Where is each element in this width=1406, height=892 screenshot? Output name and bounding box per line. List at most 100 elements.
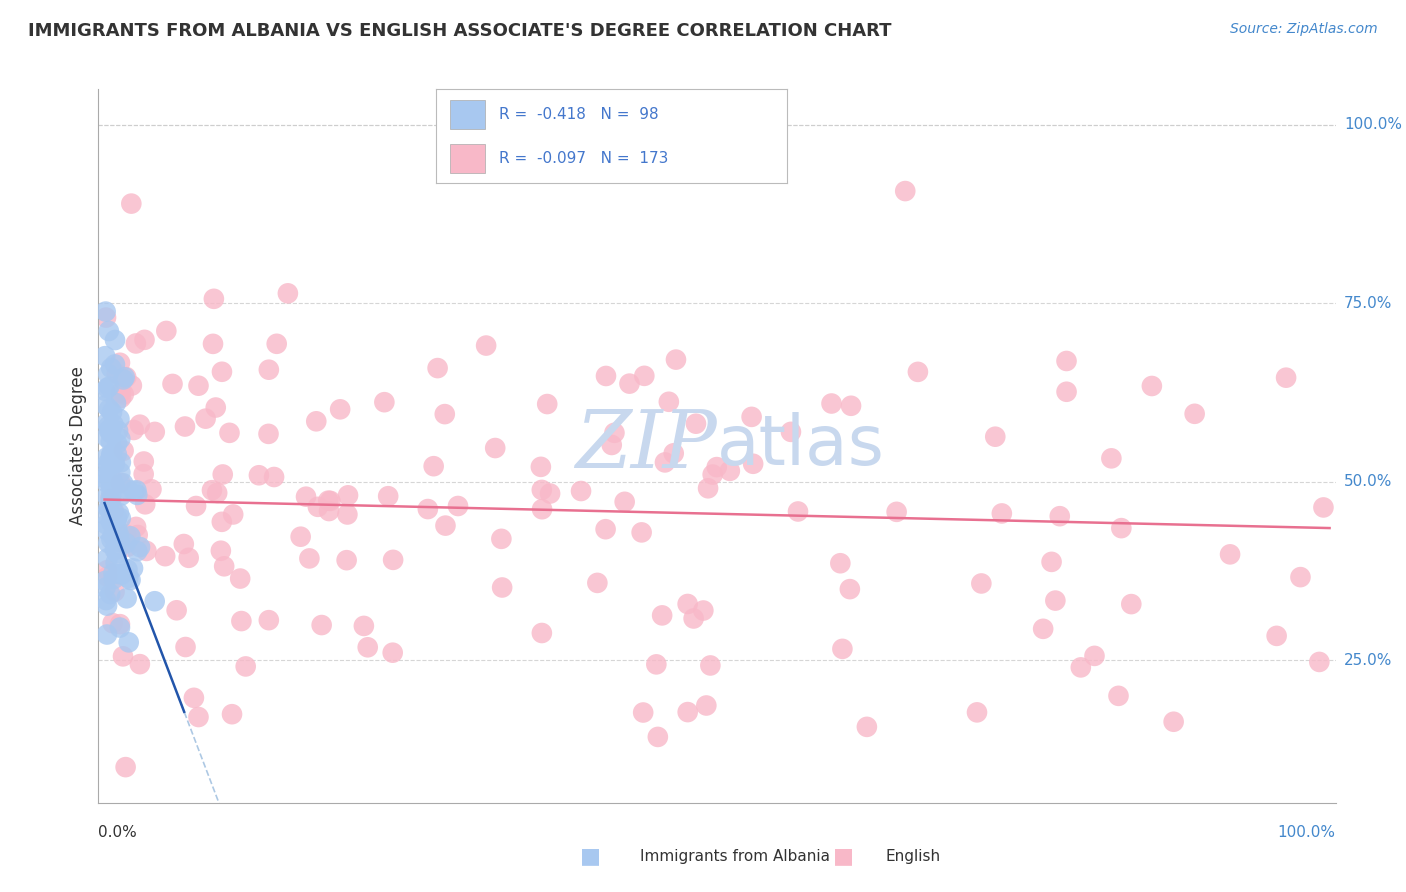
Point bbox=[433, 407, 456, 421]
Y-axis label: Associate's Degree: Associate's Degree bbox=[69, 367, 87, 525]
Point bbox=[104, 556, 127, 570]
Point bbox=[595, 369, 617, 384]
Point bbox=[231, 614, 253, 628]
Point bbox=[1312, 500, 1334, 515]
Point bbox=[692, 603, 714, 617]
Point bbox=[1056, 354, 1078, 368]
Point bbox=[121, 378, 143, 392]
Point bbox=[108, 621, 131, 635]
Point bbox=[166, 603, 188, 617]
Point bbox=[127, 528, 149, 542]
Point bbox=[787, 504, 810, 518]
Point bbox=[127, 544, 149, 558]
Text: R =  -0.097   N =  173: R = -0.097 N = 173 bbox=[499, 151, 668, 166]
Point bbox=[229, 572, 252, 586]
Point bbox=[305, 414, 328, 428]
Point bbox=[110, 385, 132, 400]
Point bbox=[155, 324, 177, 338]
Point bbox=[702, 467, 724, 482]
Point bbox=[741, 409, 763, 424]
Point bbox=[103, 566, 125, 581]
Point bbox=[100, 426, 122, 441]
Point bbox=[97, 501, 120, 516]
Point bbox=[682, 611, 704, 625]
Point bbox=[633, 368, 655, 383]
Text: ■: ■ bbox=[834, 847, 853, 866]
Point bbox=[353, 619, 375, 633]
Point bbox=[603, 425, 626, 440]
Point bbox=[114, 370, 136, 384]
Point bbox=[894, 184, 917, 198]
Point bbox=[98, 379, 121, 393]
Point bbox=[631, 706, 654, 720]
Point bbox=[108, 412, 131, 426]
Point bbox=[115, 591, 138, 606]
Point bbox=[222, 508, 245, 522]
Text: 50.0%: 50.0% bbox=[1344, 475, 1392, 489]
Point bbox=[1275, 370, 1298, 384]
Point bbox=[105, 546, 128, 560]
Point bbox=[100, 516, 122, 530]
Point bbox=[318, 504, 340, 518]
Point bbox=[143, 594, 166, 608]
Point bbox=[100, 451, 122, 466]
Point bbox=[98, 402, 121, 417]
Point bbox=[101, 616, 124, 631]
Point bbox=[1121, 597, 1143, 611]
Point bbox=[530, 626, 553, 640]
Point bbox=[94, 523, 117, 537]
Point bbox=[111, 649, 134, 664]
Point bbox=[96, 517, 118, 532]
Point bbox=[105, 534, 128, 549]
Point bbox=[1308, 655, 1330, 669]
Point bbox=[101, 405, 124, 419]
Point bbox=[108, 506, 131, 520]
Point bbox=[530, 459, 553, 474]
Point bbox=[991, 507, 1014, 521]
Point bbox=[211, 467, 233, 482]
Point bbox=[125, 336, 148, 351]
Point bbox=[129, 540, 152, 554]
Text: 100.0%: 100.0% bbox=[1278, 825, 1336, 840]
Point bbox=[586, 575, 609, 590]
Point bbox=[1070, 660, 1092, 674]
Point bbox=[132, 467, 155, 481]
Point bbox=[177, 550, 200, 565]
Point bbox=[830, 556, 852, 570]
Point bbox=[336, 508, 359, 522]
Point bbox=[984, 430, 1007, 444]
Point bbox=[201, 483, 224, 498]
Point bbox=[125, 483, 148, 498]
Point bbox=[651, 608, 673, 623]
Point bbox=[96, 599, 118, 613]
Text: atlas: atlas bbox=[717, 412, 884, 480]
Point bbox=[211, 365, 233, 379]
Point bbox=[600, 438, 623, 452]
Point bbox=[298, 551, 321, 566]
Point bbox=[98, 587, 121, 601]
Point bbox=[128, 417, 150, 432]
Point bbox=[96, 489, 118, 503]
Text: ZIP: ZIP bbox=[575, 408, 717, 484]
Point bbox=[115, 536, 138, 550]
Point bbox=[699, 658, 721, 673]
Point bbox=[108, 528, 131, 542]
Point bbox=[97, 419, 120, 434]
Point bbox=[105, 367, 128, 381]
Text: English: English bbox=[886, 849, 941, 863]
Point bbox=[742, 457, 765, 471]
Point bbox=[104, 478, 127, 492]
Point bbox=[183, 690, 205, 705]
Point bbox=[706, 460, 728, 475]
Point bbox=[122, 423, 145, 437]
Point bbox=[838, 582, 860, 596]
Point bbox=[970, 576, 993, 591]
Point bbox=[416, 502, 439, 516]
Point bbox=[174, 640, 197, 654]
Point bbox=[101, 447, 124, 461]
Point bbox=[135, 544, 157, 558]
Point bbox=[108, 617, 131, 632]
Point bbox=[257, 362, 280, 376]
Point bbox=[104, 358, 127, 372]
Point bbox=[94, 471, 117, 485]
